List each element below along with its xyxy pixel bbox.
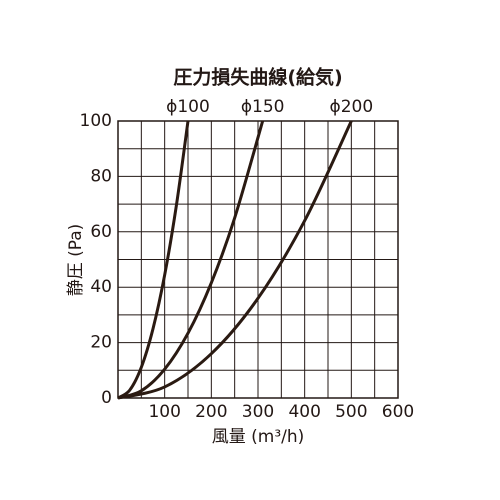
x-tick-label: 200 <box>195 402 227 422</box>
curve <box>117 120 190 400</box>
series-label: ϕ150 <box>241 97 285 117</box>
plot-frame <box>117 120 399 399</box>
y-tick-label: 100 <box>80 111 112 131</box>
y-tick-label: 80 <box>90 166 112 186</box>
y-tick-label: 60 <box>90 222 112 242</box>
series-label: ϕ200 <box>329 97 373 117</box>
y-tick-label: 40 <box>90 277 112 297</box>
x-tick-label: 600 <box>382 402 414 422</box>
x-tick-label: 500 <box>335 402 367 422</box>
series-label: ϕ100 <box>166 97 210 117</box>
y-axis-label: 静圧 (Pa) <box>66 224 86 297</box>
curve <box>117 120 265 400</box>
y-tick-label: 20 <box>90 333 112 353</box>
chart-title: 圧力損失曲線(給気) <box>173 66 342 89</box>
x-tick-label: 300 <box>242 402 274 422</box>
y-tick-label: 0 <box>101 388 112 408</box>
x-tick-label: 100 <box>148 402 180 422</box>
x-axis-label: 風量 (m³/h) <box>212 427 305 447</box>
x-tick-label: 400 <box>288 402 320 422</box>
curve <box>117 120 353 400</box>
